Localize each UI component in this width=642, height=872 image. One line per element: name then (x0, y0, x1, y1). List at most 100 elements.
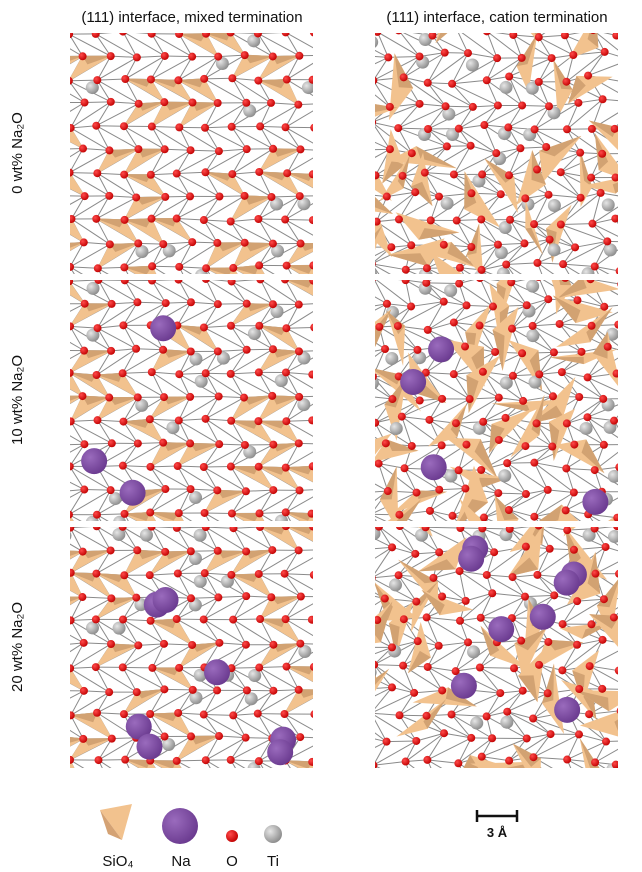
o-atom (175, 276, 183, 284)
o-atom (355, 51, 363, 59)
o-atom (356, 777, 364, 785)
o-atom (120, 122, 128, 130)
bond (533, 734, 550, 757)
o-atom (428, 32, 436, 40)
bond (233, 619, 260, 620)
o-atom (295, 347, 303, 355)
bond (137, 784, 166, 785)
o-atom (359, 350, 367, 358)
o-atom (309, 261, 317, 269)
na-atom (150, 315, 176, 341)
o-atom (282, 368, 290, 376)
o-atom (93, 522, 101, 530)
o-atom (571, 243, 579, 251)
o-atom (309, 216, 317, 224)
o-atom (494, 489, 502, 497)
o-atom (107, 52, 115, 60)
o-atom (173, 757, 181, 765)
bond (299, 55, 326, 56)
o-atom (148, 277, 156, 285)
bond (350, 269, 365, 295)
bond (97, 526, 123, 527)
o-atom (121, 75, 129, 83)
o-atom (429, 574, 437, 582)
bond (616, 741, 634, 765)
o-atom (94, 756, 102, 764)
sio4-tetrahedron (42, 9, 84, 34)
o-atom (134, 393, 142, 401)
o-atom (255, 322, 263, 330)
bond (300, 489, 327, 490)
o-atom (347, 523, 355, 531)
scale-bar: 3 Å (477, 810, 517, 840)
o-atom (610, 417, 618, 425)
o-atom (160, 685, 168, 693)
o-atom (598, 685, 606, 693)
o-atom (254, 710, 262, 718)
bond (97, 515, 111, 538)
o-atom (119, 615, 127, 623)
sio4-tetrahedron (356, 226, 383, 284)
o-atom (506, 525, 514, 533)
o-atom (80, 440, 88, 448)
o-atom (408, 442, 416, 450)
o-atom (188, 99, 196, 107)
bond (565, 258, 581, 278)
o-atom (342, 216, 350, 224)
o-atom (597, 189, 605, 197)
o-atom (492, 782, 500, 790)
o-atom (522, 543, 530, 551)
bond (285, 220, 327, 244)
bond (164, 689, 192, 690)
o-atom (372, 171, 380, 179)
bond (42, 468, 58, 492)
o-atom (52, 99, 60, 107)
bond (43, 760, 70, 761)
o-atom (483, 571, 491, 579)
o-atom (105, 146, 113, 154)
o-atom (188, 641, 196, 649)
o-atom (214, 99, 222, 107)
o-atom (108, 439, 116, 447)
o-atom (322, 392, 330, 400)
o-atom (575, 730, 583, 738)
o-atom (386, 103, 394, 111)
bond (163, 242, 192, 244)
sio4-face (42, 372, 70, 380)
o-atom (296, 192, 304, 200)
o-atom (383, 193, 391, 201)
o-atom (296, 733, 304, 741)
o-atom (282, 123, 290, 131)
o-atom (491, 348, 499, 356)
bond (452, 714, 487, 716)
bond (525, 595, 554, 596)
o-atom (395, 215, 403, 223)
bond (71, 420, 98, 421)
o-atom (600, 441, 608, 449)
o-atom (587, 620, 595, 628)
panels (38, 0, 642, 799)
o-atom (443, 142, 451, 150)
o-atom (563, 125, 571, 133)
o-atom (587, 174, 595, 182)
bond (42, 691, 57, 713)
o-atom (66, 462, 74, 470)
bond (554, 352, 582, 353)
o-atom (120, 171, 128, 179)
o-atom (52, 533, 60, 541)
bond (313, 243, 327, 265)
bond (377, 30, 398, 32)
o-atom (628, 283, 636, 291)
o-atom (383, 300, 391, 308)
o-atom (591, 525, 599, 533)
o-atom (242, 734, 250, 742)
o-atom (520, 239, 528, 247)
bond (348, 308, 363, 325)
o-atom (267, 99, 275, 107)
o-atom (573, 296, 581, 304)
bond (402, 417, 412, 446)
o-atom (535, 370, 543, 378)
legend-label: SiO₄ (102, 853, 133, 870)
o-atom (466, 395, 474, 403)
o-atom (79, 735, 87, 743)
